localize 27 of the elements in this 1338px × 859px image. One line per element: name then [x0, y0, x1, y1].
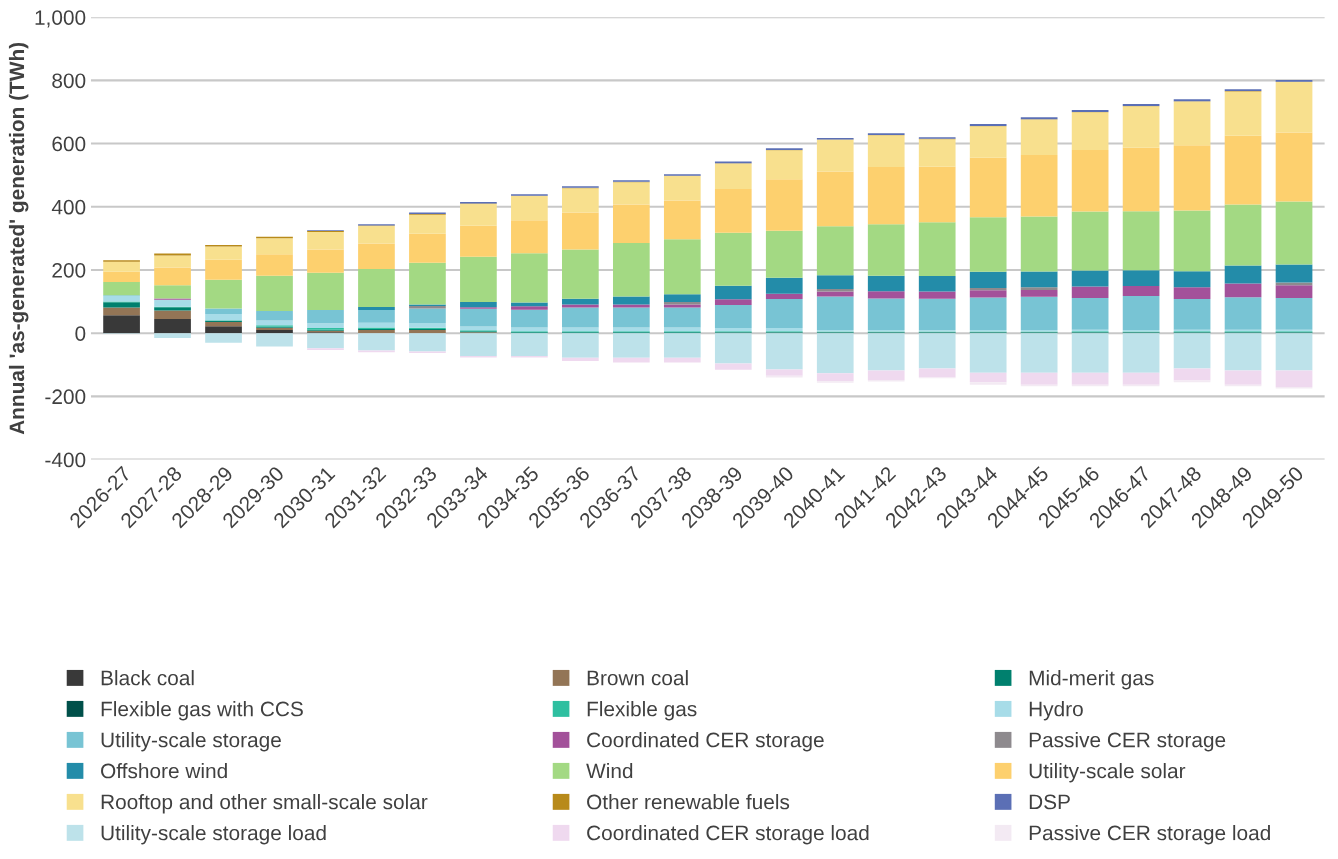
- legend-label: Utility-scale solar: [1029, 763, 1186, 783]
- legend-label: Passive CER storage load: [1029, 825, 1270, 845]
- legend-label: DSP: [1029, 794, 1070, 810]
- legend-label: Coordinated CER storage: [587, 732, 824, 752]
- legend-label: Utility-scale storage: [101, 732, 281, 752]
- y-tick-label: -200: [45, 389, 86, 405]
- y-tick-label: 400: [51, 199, 86, 215]
- legend-label: Passive CER storage: [1029, 732, 1226, 752]
- y-tick-label: 0: [75, 326, 86, 341]
- legend-label: Mid-merit gas: [1029, 670, 1154, 690]
- legend-label: Flexible gas: [587, 701, 697, 721]
- legend-label: Brown coal: [587, 670, 688, 686]
- legend-label: Hydro: [1029, 701, 1083, 721]
- y-tick-label: 800: [52, 73, 86, 89]
- legend-label: Flexible gas with CCS: [101, 701, 303, 721]
- y-tick-label: 200: [52, 262, 86, 278]
- y-tick-label: 600: [52, 136, 86, 152]
- y-axis-title: Annual 'as-generated' generation (TWh): [8, 42, 29, 435]
- legend-label: Other renewable fuels: [587, 794, 790, 810]
- y-tick-label: -400: [45, 452, 86, 468]
- legend-label: Black coal: [101, 670, 194, 686]
- y-tick-label: 1,000: [35, 10, 86, 28]
- legend-label: Utility-scale storage load: [101, 825, 326, 845]
- legend-label: Coordinated CER storage load: [587, 825, 869, 845]
- legend-label: Wind: [586, 763, 633, 779]
- legend-label: Offshore wind: [101, 763, 227, 779]
- legend-label: Rooftop and other small-scale solar: [101, 794, 428, 814]
